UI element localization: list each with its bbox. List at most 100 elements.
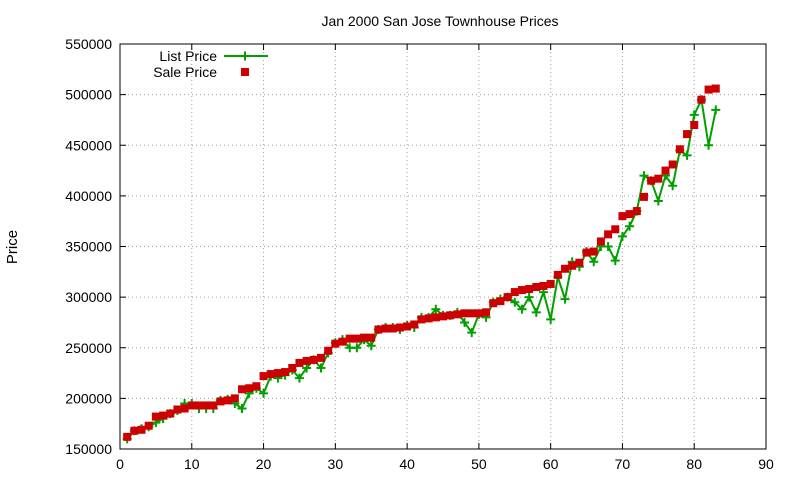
data-series [122,84,721,444]
sale-price-point [496,297,505,306]
sale-price-point [561,264,570,273]
sale-price-point [266,370,275,379]
list-price-point [546,314,556,324]
sale-price-point [151,412,160,421]
sale-price-point [539,281,548,290]
x-tick-label: 60 [543,456,559,472]
sale-price-point [596,237,605,246]
plot-frame [119,43,767,450]
list-price-point [668,181,678,191]
sale-price-point [525,285,534,294]
legend-label-list-price: List Price [159,48,217,64]
sale-price-point [137,425,146,434]
sale-price-point [166,409,175,418]
sale-price-point [245,384,254,393]
y-tick-label: 500000 [65,87,112,103]
sale-price-point [209,401,218,410]
list-price-point [704,140,714,150]
sale-price-point [431,313,440,322]
list-price-point [431,304,441,314]
sale-price-point [532,283,541,291]
list-price-point [617,231,627,241]
list-price-point [237,404,247,413]
sale-price-point [202,401,211,410]
sale-price-point [510,288,519,297]
list-price-point [259,388,269,398]
list-price-point [294,373,304,383]
sale-price-point [281,368,290,377]
sale-price-point [647,176,656,185]
sale-price-point [381,324,390,333]
sale-price-point [410,320,419,329]
sale-price-point [259,372,268,381]
x-tick-label: 80 [686,456,702,472]
sale-price-point [675,145,684,154]
y-tick-label: 450000 [65,137,112,153]
sale-price-point [295,358,304,367]
list-price-point [639,171,649,181]
sale-price-point [173,405,182,414]
y-tick-label: 350000 [65,239,112,255]
sale-price-point [446,311,455,320]
sale-price-point [668,160,677,169]
y-tick-label: 200000 [65,390,112,406]
sale-price-point [460,309,469,318]
list-price-point [352,343,362,353]
list-price-point [510,297,520,307]
sale-price-point [252,382,261,391]
list-price-point [366,341,376,351]
sale-price-point [388,324,397,333]
sale-price-point [503,293,512,302]
list-price-point [316,363,326,373]
list-price-point [689,110,699,120]
sale-price-point [144,421,153,430]
sale-price-point [187,401,196,410]
sale-price-point [467,309,476,318]
x-tick-label: 40 [399,456,415,472]
series-sale-price [123,84,720,441]
sale-price-point [238,385,247,394]
sale-price-point [582,248,591,257]
sale-price-point [474,309,483,318]
x-tick-label: 0 [116,456,124,472]
sale-price-point [216,397,225,406]
legend-label-sale-price: Sale Price [153,64,217,80]
sale-price-point [683,130,692,139]
sale-price-point [661,166,670,175]
sale-price-point [309,355,318,364]
sale-price-point [632,207,641,216]
sale-price-point [546,279,555,288]
x-tick-label: 10 [184,456,200,472]
sale-price-point [403,322,412,331]
list-price-line [126,98,717,440]
list-price-point [560,294,570,304]
list-price-point [653,196,663,206]
chart-title: Jan 2000 San Jose Townhouse Prices [321,13,558,29]
sale-price-point [704,85,713,94]
list-price-point [517,304,527,314]
list-price-point [302,363,312,373]
sale-price-point [288,364,297,372]
sale-price-point [417,315,426,324]
sale-price-point [324,346,333,355]
sale-price-point [575,258,584,267]
sale-price-point [345,334,354,343]
list-price-point [524,292,534,302]
legend-marker-list-price [240,51,250,61]
sale-price-point [697,95,706,104]
sale-price-point [489,299,498,308]
sale-price-point [367,333,376,342]
sale-price-point [395,323,404,332]
sale-price-point [690,121,699,129]
sale-price-point [194,401,203,410]
sale-price-point [618,212,627,221]
sale-price-point [316,353,325,362]
x-tick-label: 90 [758,456,774,472]
gridlines [120,44,766,449]
series-list-price [122,95,721,444]
list-price-point [589,257,599,267]
list-price-point [531,307,541,317]
list-price-point [603,242,613,251]
sale-price-point [352,334,361,343]
legend: List Price Sale Price [153,48,268,80]
